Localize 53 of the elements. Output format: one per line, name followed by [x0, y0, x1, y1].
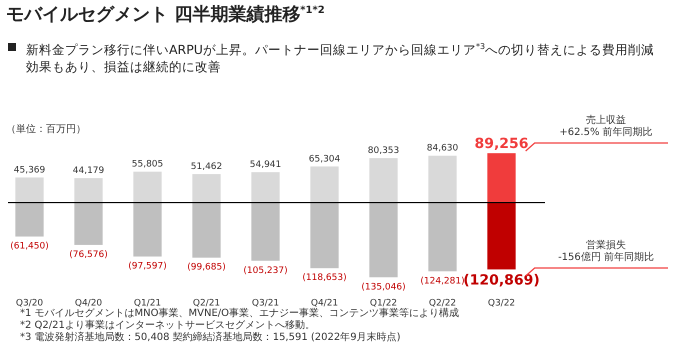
bar	[369, 202, 398, 278]
text: *3 電波発射済基地局数：50,408 契約締結済基地局数：15,591 (2022年9月末時点)	[20, 332, 402, 344]
bar	[15, 177, 44, 203]
data-label: (61,450)	[10, 242, 49, 252]
x-tick-label: Q4/20	[74, 298, 102, 308]
x-tick-label: Q2/21	[192, 298, 220, 308]
data-label: 84,630	[426, 144, 459, 154]
x-tick-label: Q1/21	[134, 298, 162, 308]
chart-title: モバイルセグメント 四半期業績推移$^{*1*2}$	[6, 3, 325, 26]
x-tick-label: Q3/20	[16, 298, 44, 308]
bar	[133, 202, 162, 257]
text: *2 Q2/21より事業はインターネットサービスセグメントへ移動。	[20, 320, 316, 332]
x-tick-label: Q3/21	[252, 298, 280, 308]
data-label: 44,179	[72, 166, 105, 176]
data-label: 65,304	[308, 154, 341, 164]
bar	[310, 166, 339, 203]
data-label: 51,462	[190, 162, 222, 172]
bar	[487, 202, 516, 270]
data-label: (135,046)	[361, 282, 406, 292]
bar	[428, 202, 457, 272]
bar	[251, 172, 280, 203]
bar	[251, 202, 280, 261]
bar	[192, 202, 221, 258]
bar	[74, 202, 103, 245]
bar	[133, 172, 162, 203]
x-tick-label: Q1/22	[370, 298, 398, 308]
x-tick-label: Q2/22	[428, 298, 456, 308]
text: *1 モバイルセグメントはMNO事業、MVNE/O事業、エナジー事業、コンテンツ事業等により構成	[20, 308, 460, 320]
text: （単位：百万円）	[6, 123, 86, 135]
data-label: 54,941	[250, 160, 282, 170]
bar	[369, 158, 398, 203]
data-label: (99,685)	[187, 262, 226, 273]
data-label: (118,653)	[302, 273, 347, 284]
text: 営業損失 -156億円 前年同期比	[558, 239, 654, 263]
data-label: 80,353	[368, 146, 400, 156]
bar	[428, 156, 457, 203]
data-label: (120,869)	[463, 272, 540, 288]
bar	[15, 202, 44, 237]
data-label: 89,256	[474, 136, 529, 152]
data-label: 55,805	[132, 160, 164, 170]
x-tick-label: Q3/22	[488, 298, 516, 308]
bar	[192, 174, 221, 203]
data-label: 45,369	[14, 165, 46, 176]
text: 新料金プラン移行に伴いARPUが上昇。パートナー回線エリアから回線エリア$^{*3}$への切り替えによる費用削減効果もあり、損益は継続的に改善	[26, 42, 654, 74]
bar	[74, 178, 103, 203]
text: 売上収益 +62.5% 前年同期比	[559, 114, 653, 138]
data-label: (124,281)	[420, 276, 465, 286]
data-label: (76,576)	[69, 250, 108, 260]
bar	[310, 202, 339, 268]
bar	[487, 153, 516, 203]
data-label: (97,597)	[128, 262, 167, 272]
x-tick-label: Q4/21	[310, 298, 338, 308]
data-label: (105,237)	[243, 266, 288, 276]
